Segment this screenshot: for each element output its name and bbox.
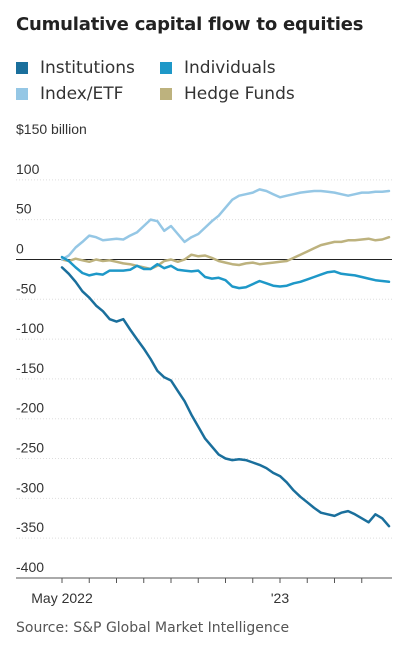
- legend-item-index-etf: Index/ETF: [16, 84, 123, 104]
- legend-label-hedge-funds: Hedge Funds: [184, 84, 295, 104]
- y-tick-label-neg100: -100: [16, 320, 44, 336]
- series-line-hedge-funds: [60, 235, 391, 271]
- legend-swatch-index-etf: [16, 88, 28, 100]
- y-tick-label-neg300: -300: [16, 479, 44, 495]
- legend-item-institutions: Institutions: [16, 58, 135, 78]
- y-tick-label-neg400: -400: [16, 559, 44, 575]
- y-tick-label-neg250: -250: [16, 440, 44, 456]
- y-tick-label-150: $150 billion: [16, 121, 87, 137]
- legend-label-institutions: Institutions: [40, 58, 135, 78]
- chart-legend: Institutions Individuals Index/ETF Hedge…: [16, 58, 406, 108]
- series-line-individuals: [60, 255, 391, 290]
- y-tick-label-neg150: -150: [16, 360, 44, 376]
- legend-label-individuals: Individuals: [184, 58, 276, 78]
- legend-item-individuals: Individuals: [160, 58, 276, 78]
- legend-swatch-individuals: [160, 62, 172, 74]
- legend-item-hedge-funds: Hedge Funds: [160, 84, 295, 104]
- y-tick-label-100: 100: [16, 161, 40, 177]
- y-tick-label-neg200: -200: [16, 400, 44, 416]
- y-tick-label-0: 0: [16, 240, 24, 256]
- x-tick-label-0: May 2022: [31, 590, 93, 606]
- source-note: Source: S&P Global Market Intelligence: [16, 620, 290, 636]
- chart-title: Cumulative capital flow to equities: [16, 14, 364, 35]
- legend-label-index-etf: Index/ETF: [40, 84, 124, 104]
- legend-swatch-institutions: [16, 62, 28, 74]
- y-tick-label-50: 50: [16, 201, 32, 217]
- series-line-index-etf: [60, 188, 391, 261]
- legend-swatch-hedge-funds: [160, 88, 172, 100]
- y-tick-label-neg350: -350: [16, 519, 44, 535]
- series-line-institutions: [60, 266, 391, 528]
- x-tick-label-1: '23: [271, 590, 289, 606]
- y-tick-label-neg50: -50: [16, 280, 36, 296]
